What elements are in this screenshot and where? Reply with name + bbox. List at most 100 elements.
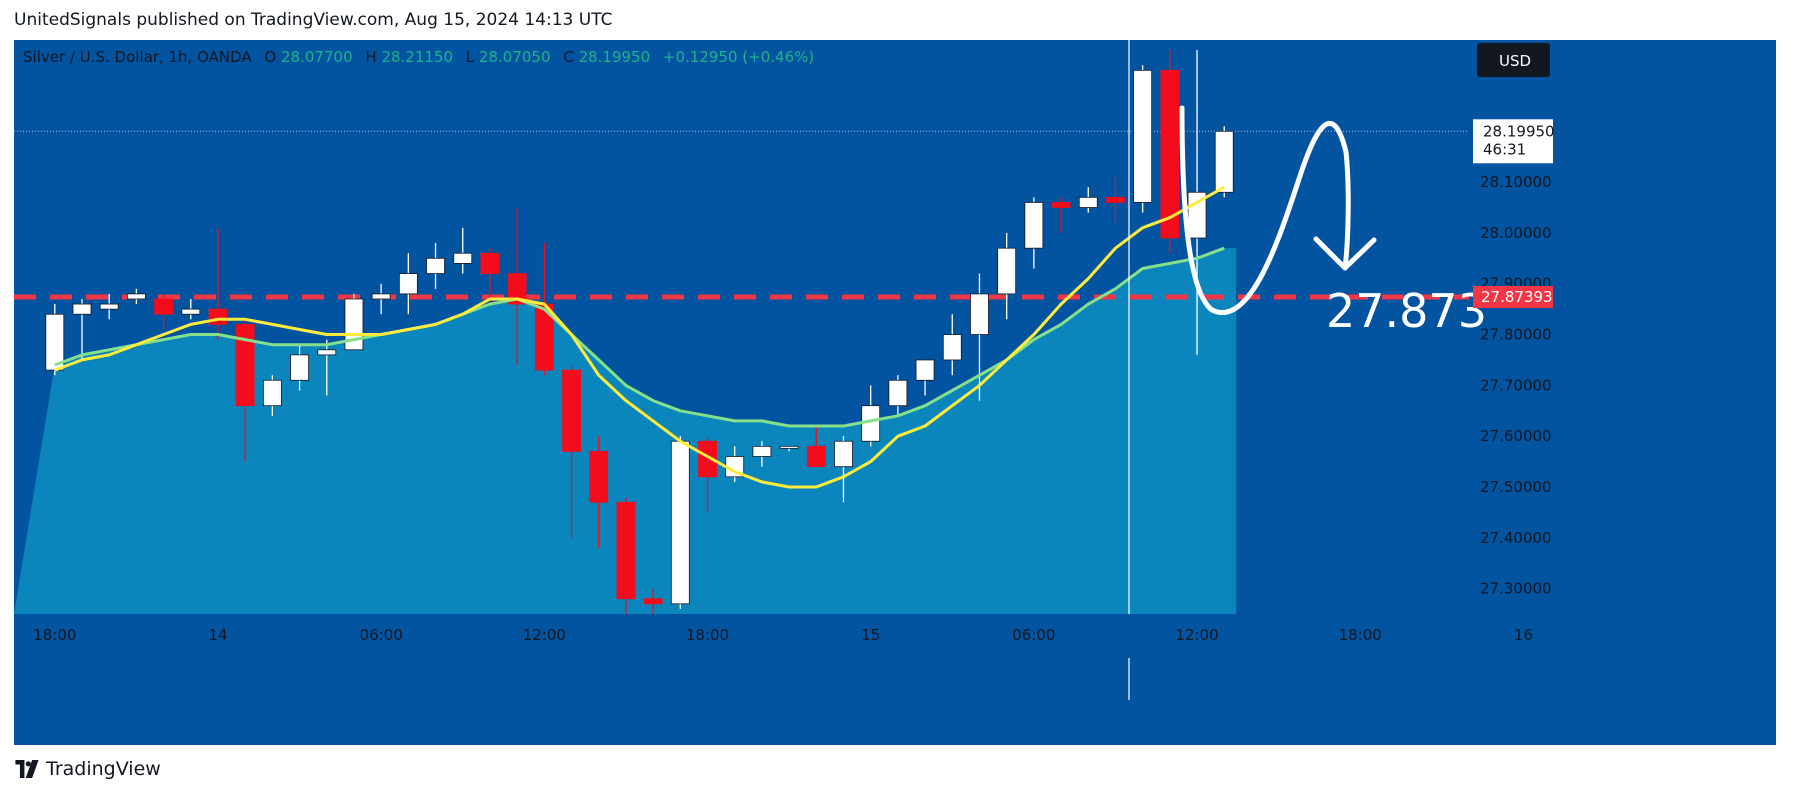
level-price-tag-value: 27.87393 — [1481, 288, 1553, 306]
candle — [698, 436, 717, 513]
candle-body — [1214, 130, 1234, 193]
candle — [72, 298, 92, 360]
area-fill-layer — [14, 248, 1237, 614]
candle — [453, 227, 473, 274]
candle-body — [616, 501, 636, 600]
time-tick-label: 18:00 — [1339, 626, 1382, 644]
candle-body — [1133, 69, 1153, 203]
candle — [235, 319, 255, 462]
candle — [643, 588, 663, 614]
last-price-tag-value: 28.19950 — [1483, 122, 1555, 140]
legend-high-value: 28.21150 — [381, 48, 453, 66]
legend-open-label: O — [264, 48, 276, 66]
candle — [99, 293, 119, 320]
candle — [1106, 177, 1125, 223]
price-tick-label: 27.50000 — [1480, 478, 1552, 496]
candle-body — [643, 598, 663, 605]
candle — [1160, 50, 1180, 254]
candle — [997, 232, 1017, 320]
time-tick-label: 12:00 — [523, 626, 566, 644]
grid-layer — [14, 130, 1469, 300]
candle — [752, 441, 772, 467]
candle — [1078, 187, 1098, 213]
candle-body — [698, 440, 717, 478]
candle — [290, 344, 309, 391]
candle-body — [915, 359, 935, 381]
candle — [562, 365, 581, 538]
candle — [181, 298, 201, 320]
candle — [208, 227, 228, 340]
candle-body — [970, 293, 989, 335]
candle-body — [1078, 196, 1098, 208]
candle-body — [806, 445, 826, 468]
candle-body — [208, 308, 228, 325]
time-tick-label: 12:00 — [1175, 626, 1218, 644]
candle-body — [72, 303, 92, 315]
candle — [1051, 197, 1071, 233]
last-price-tag — [1473, 119, 1553, 164]
candle — [670, 436, 690, 609]
candle — [616, 497, 636, 614]
candle-body — [126, 293, 146, 300]
candle — [915, 359, 935, 396]
time-tick-label: 18:00 — [686, 626, 729, 644]
time-tick-label: 16 — [1514, 626, 1533, 644]
candle — [861, 385, 881, 447]
ohlc-legend: Silver / U.S. Dollar, 1h, OANDA O 28.077… — [23, 48, 814, 66]
candle-body — [290, 354, 309, 381]
chart-frame[interactable]: 27.873 Silver / U.S. Dollar, 1h, OANDA O… — [14, 40, 1776, 745]
candle-body — [834, 440, 853, 468]
time-axis[interactable]: 18:00 14 06:00 12:00 18:00 15 06:00 12:00 18:00 1… — [14, 614, 1533, 658]
time-tick-label: 14 — [208, 626, 227, 644]
candle-body — [589, 451, 609, 503]
candle-body — [888, 379, 908, 407]
legend-low-label: L — [466, 48, 475, 66]
candle — [317, 339, 337, 396]
candle — [426, 243, 445, 289]
candle-body — [154, 298, 173, 315]
candle — [126, 288, 146, 305]
legend-close-value: 28.19950 — [579, 48, 651, 66]
legend-high-label: H — [365, 48, 376, 66]
candle-body — [752, 445, 772, 457]
price-tick-label: 27.40000 — [1480, 529, 1552, 547]
footer-brand-text: TradingView — [46, 758, 161, 780]
candle-body — [235, 323, 255, 407]
ema-layer — [54, 185, 1225, 489]
candle-body — [562, 369, 581, 452]
bar-countdown: 46:31 — [1483, 140, 1526, 158]
candle-body — [344, 298, 364, 351]
time-tick-label: 18:00 — [33, 626, 76, 644]
candle — [1214, 126, 1234, 198]
candle — [1133, 65, 1153, 213]
price-tick-label: 27.30000 — [1480, 580, 1552, 598]
price-tick-label: 28.00000 — [1480, 224, 1552, 242]
price-chart[interactable]: 27.873 Silver / U.S. Dollar, 1h, OANDA O… — [14, 40, 1776, 745]
candle-body — [942, 334, 962, 361]
footer-branding[interactable]: TradingView — [14, 758, 161, 780]
time-axis-band — [14, 614, 1469, 658]
legend-symbol: Silver / U.S. Dollar, 1h, OANDA — [23, 48, 252, 66]
forecast-curve-path — [1179, 105, 1351, 315]
annotation-layer: 27.873 — [1179, 105, 1487, 338]
price-axis[interactable]: 27.30000 27.40000 27.50000 27.60000 27.70000… — [1480, 173, 1552, 597]
candle-body — [480, 252, 500, 274]
candle-body — [181, 308, 201, 315]
candle-body — [398, 273, 418, 295]
currency-button[interactable] — [1477, 43, 1550, 77]
candle — [480, 248, 500, 305]
candle-body — [670, 440, 690, 605]
candle — [398, 253, 418, 315]
candle — [154, 293, 173, 330]
candle — [589, 436, 609, 548]
fast-ema-line — [54, 185, 1225, 489]
candle-body — [1024, 202, 1044, 249]
legend-close-label: C — [563, 48, 573, 66]
price-labels: USD 28.19950 46:31 27.87393 — [1473, 43, 1555, 308]
currency-button-label[interactable]: USD — [1499, 52, 1531, 70]
candle-body — [453, 252, 473, 264]
time-tick-label: 06:00 — [360, 626, 403, 644]
candle-body — [45, 313, 65, 371]
target-price-annotation: 27.873 — [1326, 284, 1487, 338]
time-tick-label: 06:00 — [1012, 626, 1055, 644]
